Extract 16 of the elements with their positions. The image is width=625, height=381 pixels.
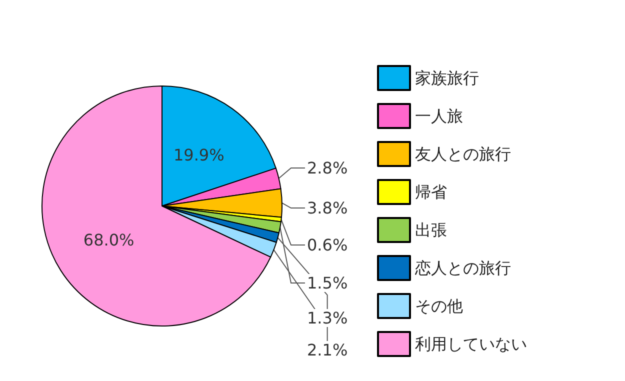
legend-label: 利用していない — [415, 334, 527, 354]
data-label: 3.8% — [307, 198, 348, 218]
legend-label: 帰省 — [415, 182, 447, 202]
data-label: 0.6% — [307, 236, 348, 254]
legend-label: 出張 — [415, 220, 447, 240]
legend-label: 家族旅行 — [415, 68, 479, 88]
legend-label: 友人との旅行 — [415, 144, 511, 164]
data-label: 1.5% — [307, 274, 348, 292]
data-label: 1.3% — [307, 308, 348, 328]
data-label: 2.1% — [307, 340, 348, 360]
legend-label: その他 — [415, 296, 463, 316]
legend-label: 一人旅 — [415, 106, 463, 126]
data-label: 19.9% — [173, 145, 224, 164]
data-label: 2.8% — [307, 158, 348, 178]
legend-label: 恋人との旅行 — [414, 258, 511, 278]
data-label: 68.0% — [83, 230, 134, 250]
